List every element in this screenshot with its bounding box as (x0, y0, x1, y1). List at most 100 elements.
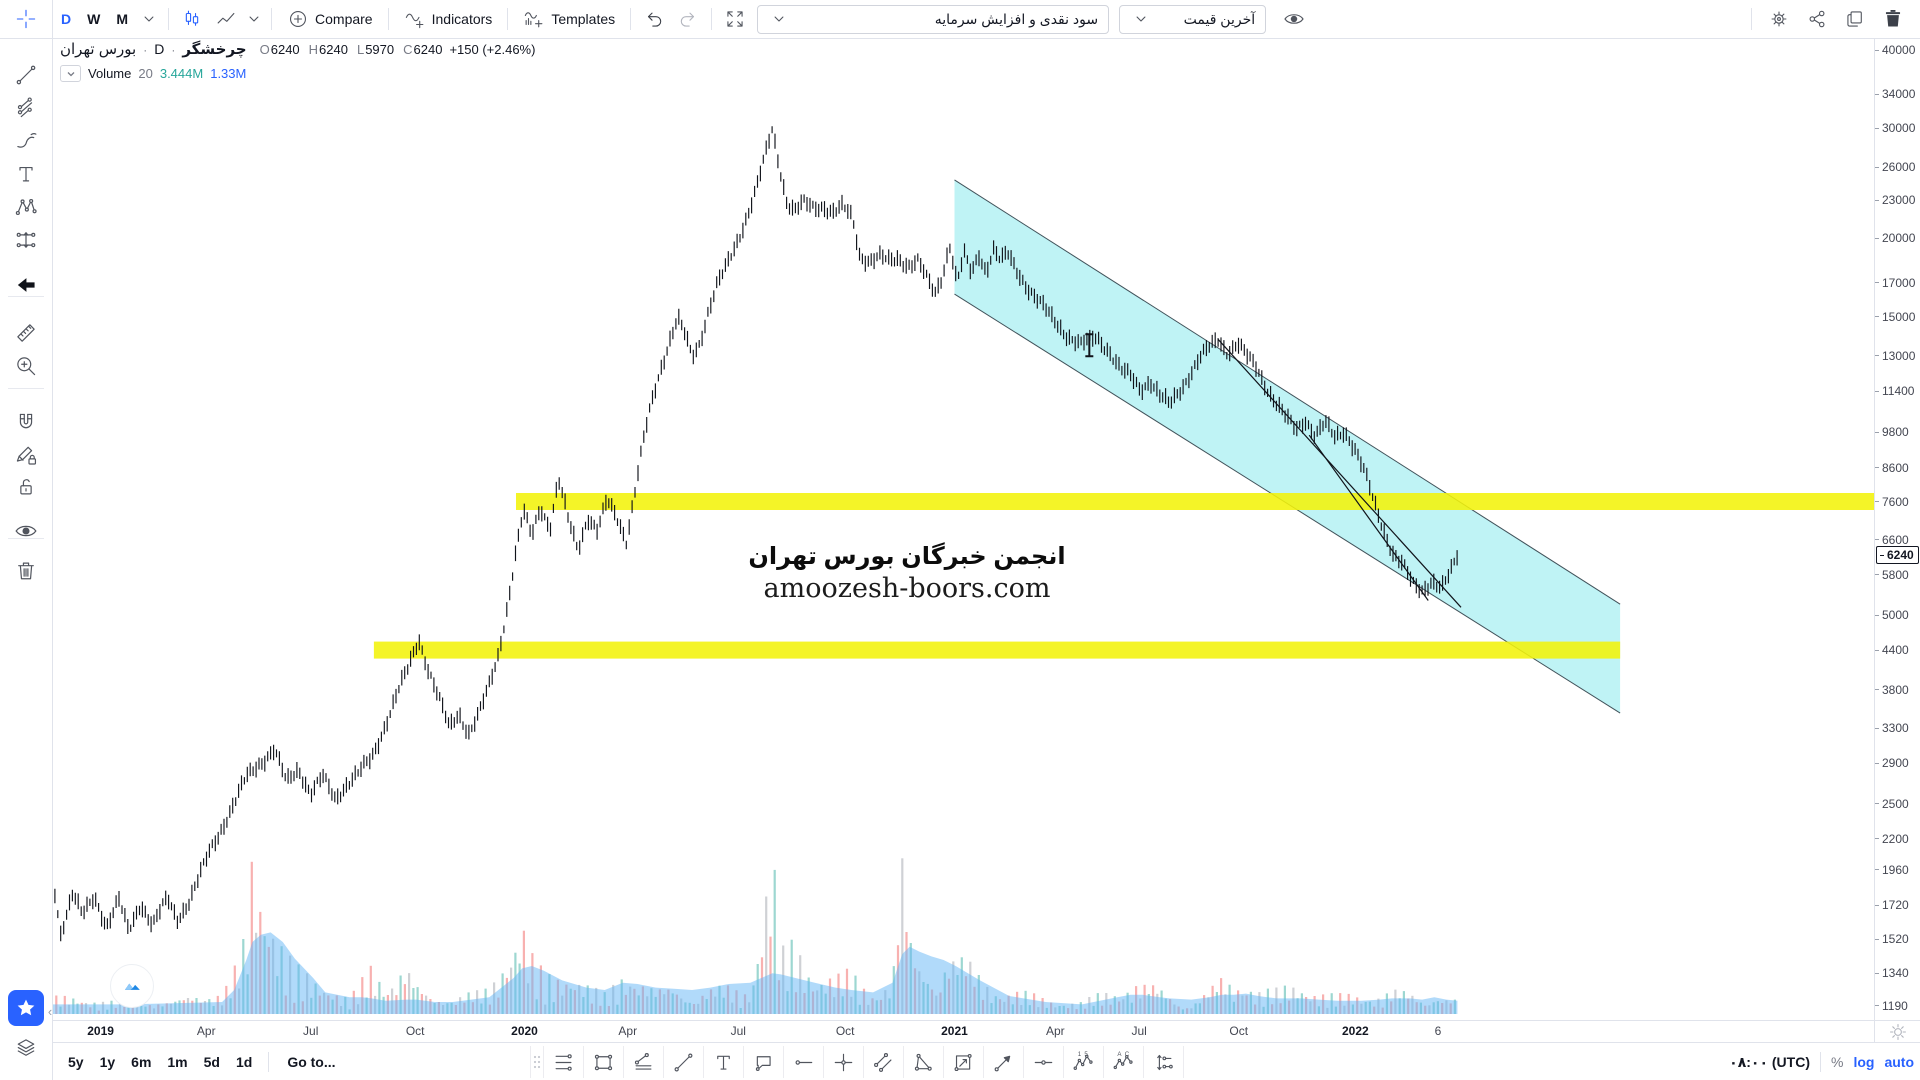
range-5y-button[interactable]: 5y (68, 1054, 84, 1070)
horizontal-line-drawing-button[interactable] (1023, 1046, 1063, 1078)
cross-line-drawing-button[interactable] (823, 1046, 863, 1078)
price-tick: 1720 (1875, 898, 1909, 912)
range-6m-button[interactable]: 6m (131, 1054, 152, 1070)
range-1y-button[interactable]: 1y (99, 1054, 116, 1070)
line-style-icon[interactable] (209, 4, 243, 34)
volume-current-value: 1.33M (210, 66, 247, 81)
timeframe-chevron-down-icon[interactable] (138, 8, 160, 30)
timeframe-m-button[interactable]: M (116, 11, 129, 27)
auto-scale-button[interactable]: auto (1884, 1054, 1914, 1070)
trash-outline-tool[interactable] (10, 556, 42, 586)
indicators-button[interactable]: Indicators (395, 4, 502, 34)
range-1m-button[interactable]: 1m (167, 1054, 188, 1070)
ohlc-values: O6240 H6240 L5970 C6240 (260, 42, 443, 57)
horizontal-ray-drawing-button[interactable] (783, 1046, 823, 1078)
goto-button[interactable]: Go to... (287, 1054, 336, 1070)
price-mode-value: آخرین قیمت (1183, 10, 1256, 27)
price-range-drawing-button[interactable] (1143, 1046, 1183, 1078)
price-tick: 2200 (1875, 832, 1909, 846)
time-label: Apr (618, 1024, 638, 1038)
eye-tool[interactable] (10, 516, 42, 546)
trend-line-drawing-button[interactable] (663, 1046, 703, 1078)
crosshair-cursor-icon[interactable] (15, 8, 37, 30)
axis-settings-corner[interactable] (1874, 1020, 1920, 1043)
symbol-timeframe[interactable]: D (154, 41, 165, 57)
object-tree-button[interactable] (12, 1034, 40, 1062)
range-5d-button[interactable]: 5d (203, 1054, 220, 1070)
percent-scale-button[interactable]: % (1830, 1054, 1844, 1070)
price-axis[interactable]: 40000 34000 30000 26000 23000 20000 17000 15000… (1874, 38, 1920, 1020)
share-icon[interactable] (1800, 4, 1834, 34)
drag-grip-handle[interactable] (531, 1046, 543, 1078)
trend-fib-drawing-button[interactable] (623, 1046, 663, 1078)
range-1d-button[interactable]: 1d (235, 1054, 253, 1070)
templates-button[interactable]: Templates (514, 4, 624, 34)
volume-label[interactable]: Volume (88, 66, 132, 81)
magnet-tool[interactable] (10, 408, 42, 438)
parallel-channel-drawing-button[interactable] (863, 1046, 903, 1078)
price-tick: 34000 (1875, 87, 1915, 101)
ruler-tool[interactable] (10, 318, 42, 348)
visibility-eye-icon[interactable] (1277, 4, 1311, 34)
timeframe-d-button[interactable]: D (61, 11, 72, 27)
zoom-in-tool[interactable] (10, 351, 42, 381)
triangle-drawing-button[interactable] (903, 1046, 943, 1078)
price-mode-dropdown[interactable]: آخرین قیمت (1119, 4, 1267, 34)
chart-canvas[interactable] (52, 38, 1874, 1020)
rectangle-drawing-button[interactable] (583, 1046, 623, 1078)
price-tick: 17000 (1875, 276, 1915, 290)
log-scale-button[interactable]: log (1853, 1054, 1875, 1070)
text-tool-tool[interactable] (10, 159, 42, 189)
events-dropdown-value: سود نقدی و افزایش سرمایه (934, 10, 1099, 27)
arrow-marker-drawing-button[interactable] (983, 1046, 1023, 1078)
projection-tool[interactable] (10, 225, 42, 255)
exchange-name[interactable]: بورس تهران (60, 41, 137, 58)
fullscreen-icon[interactable] (718, 4, 752, 34)
xabcd-pattern-tool[interactable] (10, 192, 42, 222)
timeframe-w-button[interactable]: W (87, 11, 101, 27)
price-tick: 2500 (1875, 797, 1909, 811)
sidebar-collapse-handle[interactable]: ‹ (47, 1003, 53, 1019)
volume-collapse-button[interactable] (60, 65, 81, 82)
trend-line-tool[interactable] (10, 60, 42, 90)
pitchfork-tool[interactable] (10, 93, 42, 123)
last-price-badge: 6240 (1876, 546, 1919, 565)
svg-text:5: 5 (1084, 1051, 1088, 1058)
fib-retracement-drawing-button[interactable] (543, 1046, 583, 1078)
date-price-range-drawing-button[interactable] (943, 1046, 983, 1078)
chart-style-chevron-down-icon[interactable] (243, 8, 265, 30)
time-label: Oct (835, 1024, 855, 1038)
trash-icon[interactable] (1876, 4, 1910, 34)
favorites-star-button[interactable] (8, 990, 44, 1026)
range-group: 5y 1y 6m 1m 5d 1d (52, 1051, 260, 1073)
time-label: Oct (1229, 1024, 1249, 1038)
timezone-clock[interactable]: ۰۸:۰۰ (UTC) (1729, 1053, 1810, 1070)
ohlc-c: C6240 (403, 42, 443, 57)
templates-label: Templates (551, 11, 616, 27)
symbol-name[interactable]: چرخشگر (182, 41, 247, 58)
arrow-left-tool[interactable] (10, 270, 42, 300)
callout-drawing-button[interactable] (743, 1046, 783, 1078)
compare-button[interactable]: Compare (278, 4, 382, 34)
copy-layout-icon[interactable] (1838, 4, 1872, 34)
price-tick: 26000 (1875, 160, 1915, 174)
price-tick: 9800 (1875, 425, 1909, 439)
time-label: 2022 (1341, 1024, 1369, 1038)
drawing-edit-lock-tool[interactable] (10, 440, 42, 470)
brush-tool[interactable] (10, 126, 42, 156)
redo-icon[interactable] (671, 4, 705, 34)
publisher-logo[interactable] (110, 964, 154, 1008)
settings-icon[interactable] (1762, 4, 1796, 34)
events-dropdown[interactable]: سود نقدی و افزایش سرمایه (757, 4, 1110, 34)
unlock-tool[interactable] (10, 472, 42, 502)
price-tick: 5000 (1875, 608, 1909, 622)
time-axis[interactable]: 2019 Apr Jul Oct 2020 Apr Jul Oct 2021 Apr Jul Oct 2… (52, 1020, 1874, 1043)
text-tool-drawing-button[interactable] (703, 1046, 743, 1078)
undo-icon[interactable] (637, 4, 671, 34)
candlestick-style-icon[interactable] (175, 4, 209, 34)
